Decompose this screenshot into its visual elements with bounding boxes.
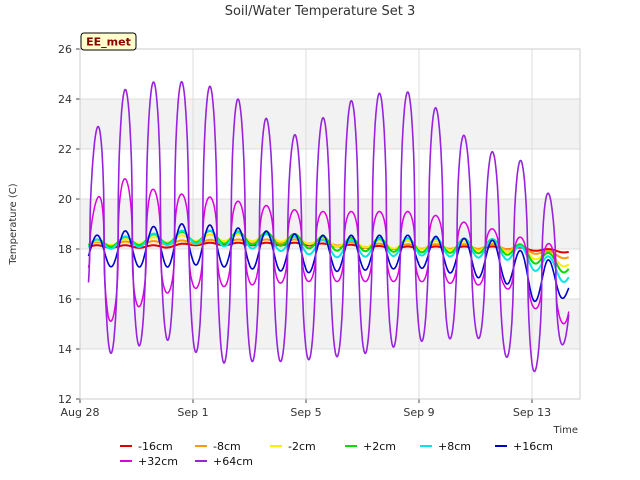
legend-label-+8cm: +8cm	[438, 440, 471, 453]
ee-met-badge: EE_met	[80, 32, 137, 51]
legend-label-+2cm: +2cm	[363, 440, 396, 453]
legend-label--2cm: -2cm	[288, 440, 316, 453]
y-tick-label: 18	[58, 243, 72, 256]
ee-met-badge-text: EE_met	[86, 36, 131, 49]
y-tick-label: 20	[58, 193, 72, 206]
legend-label--16cm: -16cm	[138, 440, 173, 453]
series-line-+32cm	[87, 178, 570, 325]
series-line-+16cm	[87, 223, 570, 303]
legend-label--8cm: -8cm	[213, 440, 241, 453]
plot-band-0	[80, 299, 580, 349]
y-tick-label: 24	[58, 93, 72, 106]
x-tick-label: Aug 28	[61, 406, 100, 419]
x-tick-label: Sep 9	[403, 406, 434, 419]
x-tick-label: Sep 5	[290, 406, 321, 419]
y-axis-label: Temperature (C)	[8, 183, 19, 265]
y-tick-label: 22	[58, 143, 72, 156]
chart-title: Soil/Water Temperature Set 3	[225, 4, 416, 19]
legend-label-+16cm: +16cm	[513, 440, 553, 453]
legend-label-+32cm: +32cm	[138, 455, 178, 468]
y-tick-label: 26	[58, 43, 72, 56]
plot-band-2	[80, 99, 580, 149]
plot-axes: 12 14 16 18 20 22 24 26 Aug 28 Sep 1 Sep 5 Sep 9 Sep…	[58, 43, 581, 419]
y-tick-label: 12	[58, 393, 72, 406]
legend-label-+64cm: +64cm	[213, 455, 253, 468]
y-tick-label: 14	[58, 343, 72, 356]
x-tick-label: Sep 13	[513, 406, 551, 419]
x-tick-label: Sep 1	[177, 406, 208, 419]
y-tick-label: 16	[58, 293, 72, 306]
plot-frame	[79, 48, 581, 400]
x-axis-label: Time	[553, 425, 578, 436]
legend: -16cm -8cm -2cm +2cm +8cm +16cm +32cm +64cm	[120, 440, 553, 468]
plot-series	[87, 81, 570, 373]
series-line-+64cm	[87, 81, 570, 373]
